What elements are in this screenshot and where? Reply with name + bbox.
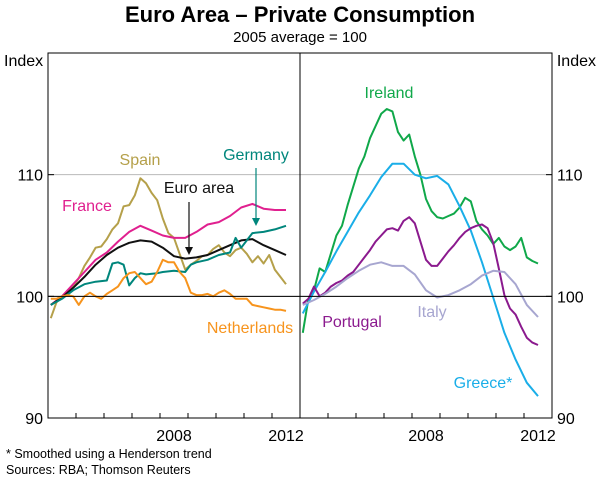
series-label-germany: Germany — [223, 147, 289, 164]
series-line-portugal — [302, 216, 539, 346]
series-line-spain — [49, 177, 287, 319]
series-line-italy — [302, 261, 539, 318]
ytick-label-left-110: 110 — [17, 168, 43, 185]
ylabel-left: Index — [4, 53, 43, 70]
series-line-germany — [50, 224, 287, 306]
series-label-euro-area: Euro area — [164, 180, 234, 197]
ytick-label-right-90: 90 — [557, 411, 575, 428]
xtick-label-0-2012: 2012 — [268, 428, 304, 445]
series-label-spain: Spain — [120, 152, 161, 169]
arrow-head-germany — [252, 218, 260, 226]
footnote-smoothing: * Smoothed using a Henderson trend — [6, 447, 212, 461]
ytick-label-right-100: 100 — [557, 289, 584, 306]
ytick-label-left-90: 90 — [25, 411, 43, 428]
series-label-netherlands: Netherlands — [207, 320, 293, 337]
series-line-greece — [301, 162, 539, 397]
series-label-france: France — [62, 198, 112, 215]
xtick-label-1-2012: 2012 — [520, 428, 556, 445]
arrow-head-euro-area — [185, 247, 193, 255]
series-label-portugal: Portugal — [322, 314, 382, 331]
series-line-ireland — [301, 108, 539, 333]
xtick-label-0-2008: 2008 — [156, 428, 192, 445]
footnote-sources: Sources: RBA; Thomson Reuters — [6, 463, 191, 477]
chart-title: Euro Area – Private Consumption — [124, 2, 476, 27]
ytick-label-right-110: 110 — [557, 168, 583, 185]
series-label-ireland: Ireland — [365, 85, 414, 102]
series-line-france — [50, 202, 286, 306]
chart-subtitle: 2005 average = 100 — [233, 29, 367, 46]
series-label-italy: Italy — [417, 304, 446, 321]
xtick-label-1-2008: 2008 — [408, 428, 444, 445]
ytick-label-left-100: 100 — [16, 289, 43, 306]
ylabel-right: Index — [557, 53, 596, 70]
series-line-netherlands — [50, 258, 287, 312]
series-label-greece: Greece* — [454, 375, 513, 392]
